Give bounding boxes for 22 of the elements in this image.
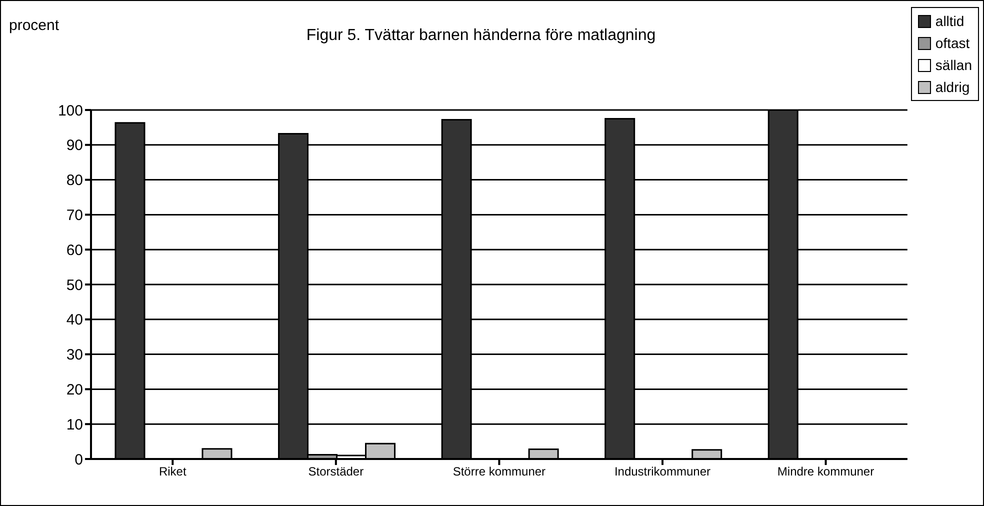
x-tick-label: Storstäder [308,464,364,479]
y-tick-label: 30 [66,346,83,364]
y-tick-label: 70 [66,207,83,224]
y-tick-label: 90 [66,137,83,154]
y-tick-label: 100 [58,102,83,120]
x-tick-label: Större kommuner [452,464,546,479]
y-tick-label: 50 [66,276,83,294]
legend-label: oftast [935,35,970,51]
y-tick-label: 40 [66,312,83,329]
x-tick-label: Mindre kommuner [777,464,874,479]
y-tick-label: 10 [66,416,83,434]
y-tick-label: 0 [74,451,83,468]
legend-label: sällan [935,57,972,73]
legend-label: aldrig [935,79,970,95]
y-tick-label: 20 [66,382,83,399]
y-axis-title: procent [9,17,60,34]
chart-title: Figur 5. Tvättar barnen händerna före matlagning [305,27,657,45]
legend-label: alltid [935,13,964,29]
x-tick-label: Industrikommuner [614,464,711,479]
y-tick-label: 80 [66,172,83,190]
y-tick-label: 60 [66,242,83,259]
x-tick-label: Riket [158,464,187,479]
